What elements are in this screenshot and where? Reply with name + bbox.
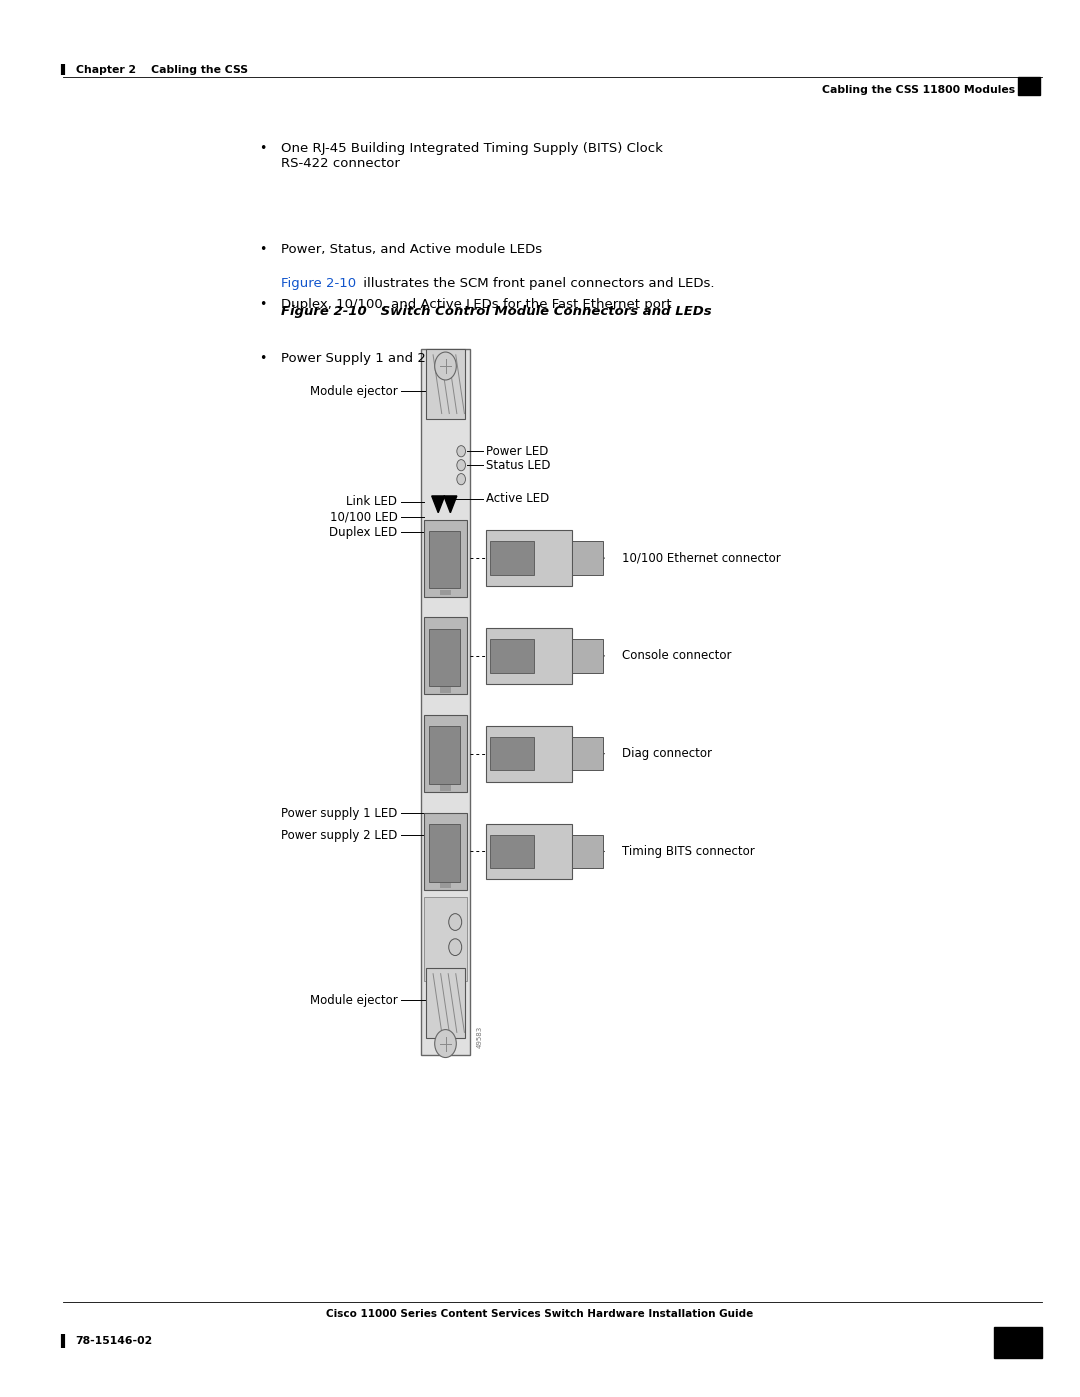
Bar xyxy=(486,824,572,880)
Bar xyxy=(426,968,465,1038)
Bar xyxy=(429,726,460,784)
Text: Power supply 2 LED: Power supply 2 LED xyxy=(281,828,397,842)
Text: Module ejector: Module ejector xyxy=(310,384,397,398)
Circle shape xyxy=(434,352,457,380)
Circle shape xyxy=(457,474,465,485)
Circle shape xyxy=(434,1030,457,1058)
Bar xyxy=(426,349,465,419)
Text: •: • xyxy=(259,142,267,155)
Bar xyxy=(441,590,451,595)
Text: Console connector: Console connector xyxy=(622,650,731,662)
Text: Power LED: Power LED xyxy=(486,444,549,458)
Text: 49583: 49583 xyxy=(476,1025,483,1048)
Text: 10/100 Ethernet connector: 10/100 Ethernet connector xyxy=(622,552,781,564)
Bar xyxy=(572,638,603,672)
Bar xyxy=(486,529,572,587)
Bar xyxy=(1018,77,1040,95)
Bar xyxy=(424,897,467,981)
Bar xyxy=(424,520,467,597)
Text: Chapter 2    Cabling the CSS: Chapter 2 Cabling the CSS xyxy=(76,64,247,75)
Text: Figure 2-10: Figure 2-10 xyxy=(281,277,356,289)
Bar xyxy=(490,541,534,576)
Bar xyxy=(994,1327,1042,1358)
Text: •: • xyxy=(259,243,267,256)
Text: Status LED: Status LED xyxy=(486,458,551,472)
Text: •: • xyxy=(259,298,267,310)
Bar xyxy=(429,824,460,882)
Text: 78-15146-02: 78-15146-02 xyxy=(76,1336,153,1347)
Text: Power Supply 1 and 2 LEDs: Power Supply 1 and 2 LEDs xyxy=(281,352,462,365)
Text: Timing BITS connector: Timing BITS connector xyxy=(622,845,755,858)
Text: Active LED: Active LED xyxy=(486,492,550,506)
Text: Power supply 1 LED: Power supply 1 LED xyxy=(281,806,397,820)
Polygon shape xyxy=(432,496,445,513)
Circle shape xyxy=(457,446,465,457)
Polygon shape xyxy=(444,496,457,513)
Text: Figure 2-10   Switch Control Module Connectors and LEDs: Figure 2-10 Switch Control Module Connec… xyxy=(281,305,712,317)
Circle shape xyxy=(457,460,465,471)
Text: Diag connector: Diag connector xyxy=(622,747,712,760)
Text: Cisco 11000 Series Content Services Switch Hardware Installation Guide: Cisco 11000 Series Content Services Swit… xyxy=(326,1309,754,1319)
Bar xyxy=(429,531,460,588)
Bar xyxy=(490,638,534,672)
Text: One RJ-45 Building Integrated Timing Supply (BITS) Clock
RS-422 connector: One RJ-45 Building Integrated Timing Sup… xyxy=(281,142,663,170)
Bar xyxy=(572,541,603,576)
Bar xyxy=(572,738,603,771)
Circle shape xyxy=(449,939,462,956)
Text: Duplex LED: Duplex LED xyxy=(329,525,397,539)
Text: 2-13: 2-13 xyxy=(1002,1334,1032,1348)
Bar xyxy=(441,687,451,693)
Text: Power, Status, and Active module LEDs: Power, Status, and Active module LEDs xyxy=(281,243,542,256)
Circle shape xyxy=(449,914,462,930)
Bar xyxy=(429,629,460,686)
Text: •: • xyxy=(259,352,267,365)
Text: Cabling the CSS 11800 Modules: Cabling the CSS 11800 Modules xyxy=(822,85,1015,95)
Bar xyxy=(572,835,603,869)
Text: 10/100 LED: 10/100 LED xyxy=(329,510,397,524)
Bar xyxy=(486,726,572,782)
Bar xyxy=(424,617,467,694)
Bar xyxy=(424,715,467,792)
Bar xyxy=(486,627,572,683)
Text: Duplex, 10/100, and Active LEDs for the Fast Ethernet port: Duplex, 10/100, and Active LEDs for the … xyxy=(281,298,672,310)
Bar xyxy=(490,835,534,869)
Bar xyxy=(424,813,467,890)
Bar xyxy=(441,883,451,888)
Text: Module ejector: Module ejector xyxy=(310,993,397,1007)
Bar xyxy=(421,349,470,1055)
Bar xyxy=(490,738,534,771)
Text: illustrates the SCM front panel connectors and LEDs.: illustrates the SCM front panel connecto… xyxy=(359,277,714,289)
Text: Link LED: Link LED xyxy=(347,495,397,509)
Bar xyxy=(441,785,451,791)
